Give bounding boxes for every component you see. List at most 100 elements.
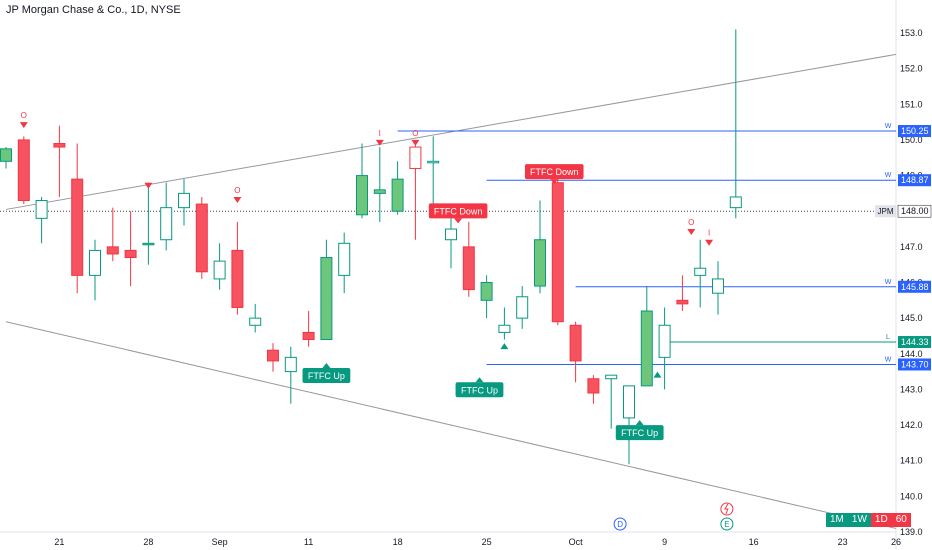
candle-body <box>712 278 724 294</box>
level-price-badge <box>898 358 931 371</box>
signal-badge <box>455 382 504 398</box>
signal-pointer-icon <box>322 363 331 369</box>
signal-badge <box>428 203 488 219</box>
x-tick-label: Oct <box>569 537 584 547</box>
candle-body <box>17 139 30 202</box>
candle-body <box>142 242 155 246</box>
marker-letter: O <box>21 111 27 120</box>
signal-label: FTFC Up <box>308 371 345 381</box>
y-tick-label: 142.0 <box>900 420 923 430</box>
signal-label: FTFC Up <box>461 385 498 395</box>
timeframe-1d[interactable]: 1D <box>870 513 892 527</box>
candle-body <box>302 331 315 341</box>
symbol-badge <box>875 205 896 218</box>
signal-pointer-icon <box>454 218 463 224</box>
candle-body <box>534 239 546 287</box>
signal-pointer-icon <box>550 179 559 185</box>
chart-title: JP Morgan Chase & Co., 1D, NYSE <box>6 4 181 16</box>
signal-badge <box>615 425 664 441</box>
sell-triangle-icon <box>233 196 242 203</box>
sell-triangle-icon <box>411 139 420 146</box>
timeframe-60[interactable]: 60 <box>891 513 911 527</box>
earnings-event-icon <box>720 517 734 531</box>
candle-body <box>106 246 119 255</box>
candle-body <box>623 385 635 419</box>
marker-letter: O <box>234 186 240 195</box>
level-price-label: 150.25 <box>901 126 929 136</box>
timeframe-switcher: 1M 1W 1D 60 <box>826 513 911 527</box>
candle-body <box>284 356 297 373</box>
level-price-badge <box>898 336 931 349</box>
y-tick-label: 140.0 <box>900 491 923 501</box>
x-tick-label: 28 <box>143 537 153 547</box>
candle-body <box>231 249 244 308</box>
sell-triangle-icon <box>705 239 714 246</box>
x-tick-label: 23 <box>838 537 848 547</box>
candle-body <box>605 374 618 380</box>
candle-body <box>320 257 333 341</box>
candle-body <box>658 324 671 358</box>
sell-triangle-icon <box>19 122 28 129</box>
y-tick-label: 143.0 <box>900 384 923 394</box>
y-tick-label: 151.0 <box>900 99 923 109</box>
candle-body <box>249 317 262 326</box>
x-tick-label: 11 <box>304 537 313 547</box>
symbol-label: JPM <box>878 207 894 216</box>
candle-body <box>267 349 279 362</box>
candle-body <box>551 182 564 323</box>
x-tick-label: 21 <box>54 537 64 547</box>
level-price-label: 148.87 <box>901 175 929 185</box>
candle-body <box>213 260 226 280</box>
candle-body <box>480 282 493 301</box>
x-tick-label: 26 <box>891 537 901 547</box>
marker-letter: I <box>708 229 710 238</box>
candle-body <box>71 178 84 276</box>
marker-letter: O <box>412 129 418 138</box>
last-price-badge <box>897 204 932 218</box>
timeframe-1w[interactable]: 1W <box>847 513 871 527</box>
candle-body <box>409 146 422 169</box>
y-tick-label: 150.0 <box>900 135 923 145</box>
level-price-label: 145.88 <box>901 282 929 292</box>
candle-body <box>35 200 48 219</box>
candle-body <box>498 324 511 333</box>
level-tag: W <box>885 172 892 179</box>
candle-body <box>53 142 66 148</box>
x-tick-label: 18 <box>393 537 403 547</box>
y-tick-label: 141.0 <box>900 456 923 466</box>
sell-triangle-icon <box>144 182 153 189</box>
signal-label: FTFC Down <box>530 167 579 177</box>
candle-body <box>178 192 190 209</box>
dividend-event-icon <box>613 517 627 531</box>
signal-pointer-icon <box>475 377 484 383</box>
timeframe-1m[interactable]: 1M <box>826 513 848 527</box>
candle-body <box>160 207 173 241</box>
candle-body <box>0 148 12 162</box>
trendline <box>5 53 897 210</box>
candle-body <box>516 296 529 319</box>
signal-pointer-icon <box>635 420 644 426</box>
event-label: D <box>617 520 623 529</box>
signal-label: FTFC Up <box>621 428 658 438</box>
level-price-badge <box>898 174 931 187</box>
last-price-label: 148.00 <box>901 206 929 216</box>
candle-body <box>356 175 368 216</box>
signal-badge <box>524 164 584 180</box>
signal-label: FTFC Down <box>434 206 483 216</box>
candle-body <box>391 178 404 212</box>
candle-body <box>676 299 689 305</box>
candle-body <box>640 310 653 387</box>
level-tag: L <box>886 334 890 341</box>
level-price-label: 144.33 <box>901 337 929 347</box>
candle-body <box>427 160 440 164</box>
level-price-badge <box>898 280 931 293</box>
y-tick-label: 139.0 <box>900 527 923 537</box>
y-tick-label: 152.0 <box>900 64 923 74</box>
candle-body <box>729 196 742 209</box>
x-tick-label: 16 <box>749 537 759 547</box>
candle-body <box>587 378 600 394</box>
y-tick-label: 153.0 <box>900 28 923 38</box>
trendline <box>5 321 897 529</box>
sell-triangle-icon <box>375 139 384 146</box>
